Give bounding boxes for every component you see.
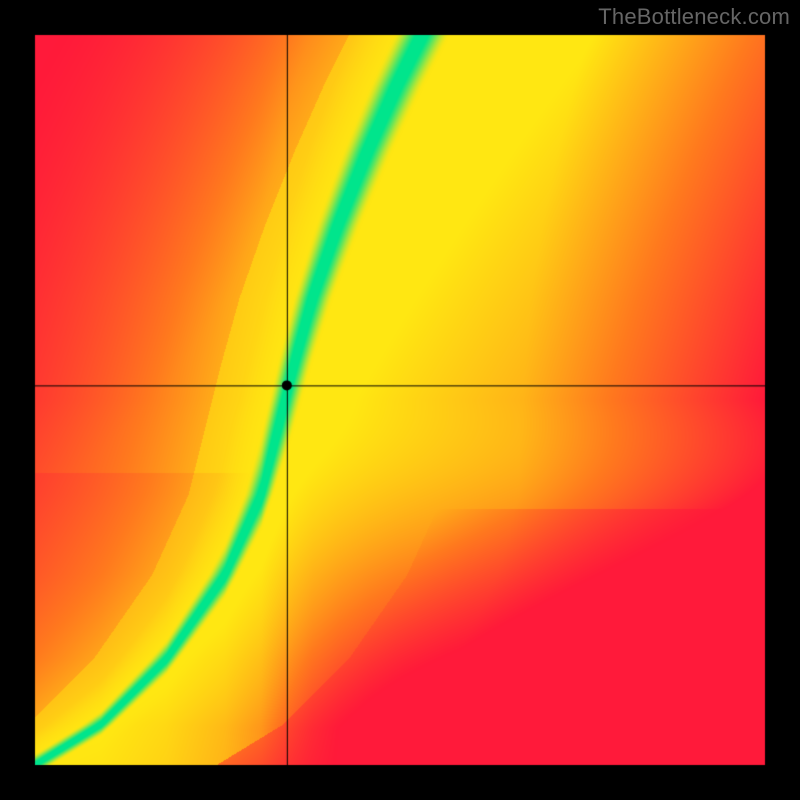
bottleneck-heatmap xyxy=(0,0,800,800)
chart-container: TheBottleneck.com xyxy=(0,0,800,800)
watermark-text: TheBottleneck.com xyxy=(598,4,790,30)
